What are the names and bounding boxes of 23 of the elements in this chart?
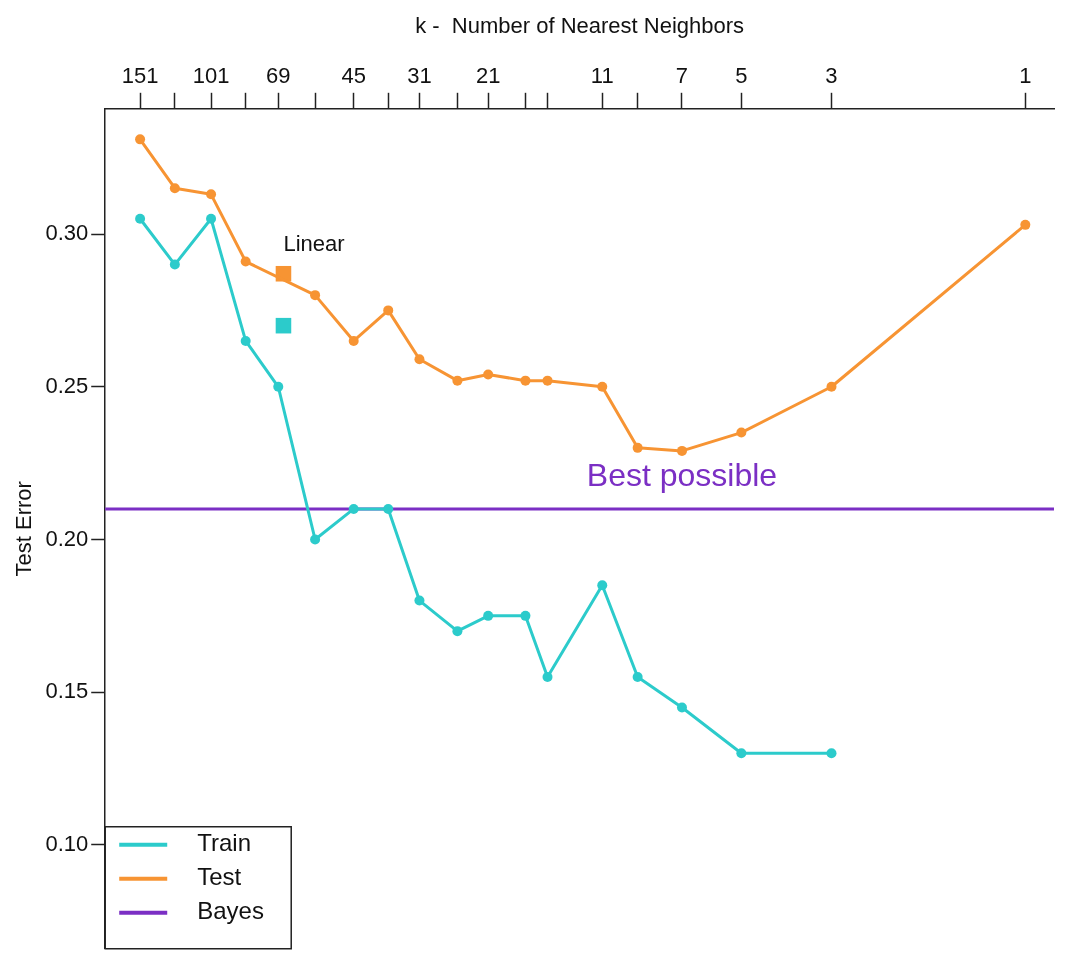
y-tick-label: 0.30 bbox=[45, 220, 89, 246]
x-tick-label: 11 bbox=[590, 62, 614, 88]
x-tick-label: 7 bbox=[675, 62, 689, 88]
x-tick-label: 45 bbox=[341, 62, 366, 88]
annotation: Linear bbox=[283, 230, 345, 256]
x-tick-label: 21 bbox=[475, 62, 501, 88]
annotation: Best possible bbox=[586, 456, 778, 493]
x-tick-label: 5 bbox=[735, 62, 748, 88]
x-tick-label: 1 bbox=[1019, 62, 1032, 88]
x-tick-label: 3 bbox=[825, 62, 838, 88]
y-tick-label: 0.20 bbox=[45, 525, 89, 551]
legend-label: Train bbox=[197, 829, 252, 857]
legend-label: Bayes bbox=[197, 897, 264, 925]
x-tick-label: 151 bbox=[121, 62, 159, 88]
y-axis-title: Test Error bbox=[11, 481, 37, 577]
y-tick-label: 0.10 bbox=[45, 831, 89, 857]
y-tick-label: 0.25 bbox=[45, 372, 89, 398]
x-tick-label: 101 bbox=[192, 62, 230, 88]
y-tick-label: 0.15 bbox=[45, 678, 89, 704]
x-axis-title: k - Number of Nearest Neighbors bbox=[415, 13, 745, 39]
legend-label: Test bbox=[197, 863, 242, 891]
x-tick-label: 69 bbox=[266, 62, 291, 88]
x-tick-label: 31 bbox=[407, 62, 432, 88]
